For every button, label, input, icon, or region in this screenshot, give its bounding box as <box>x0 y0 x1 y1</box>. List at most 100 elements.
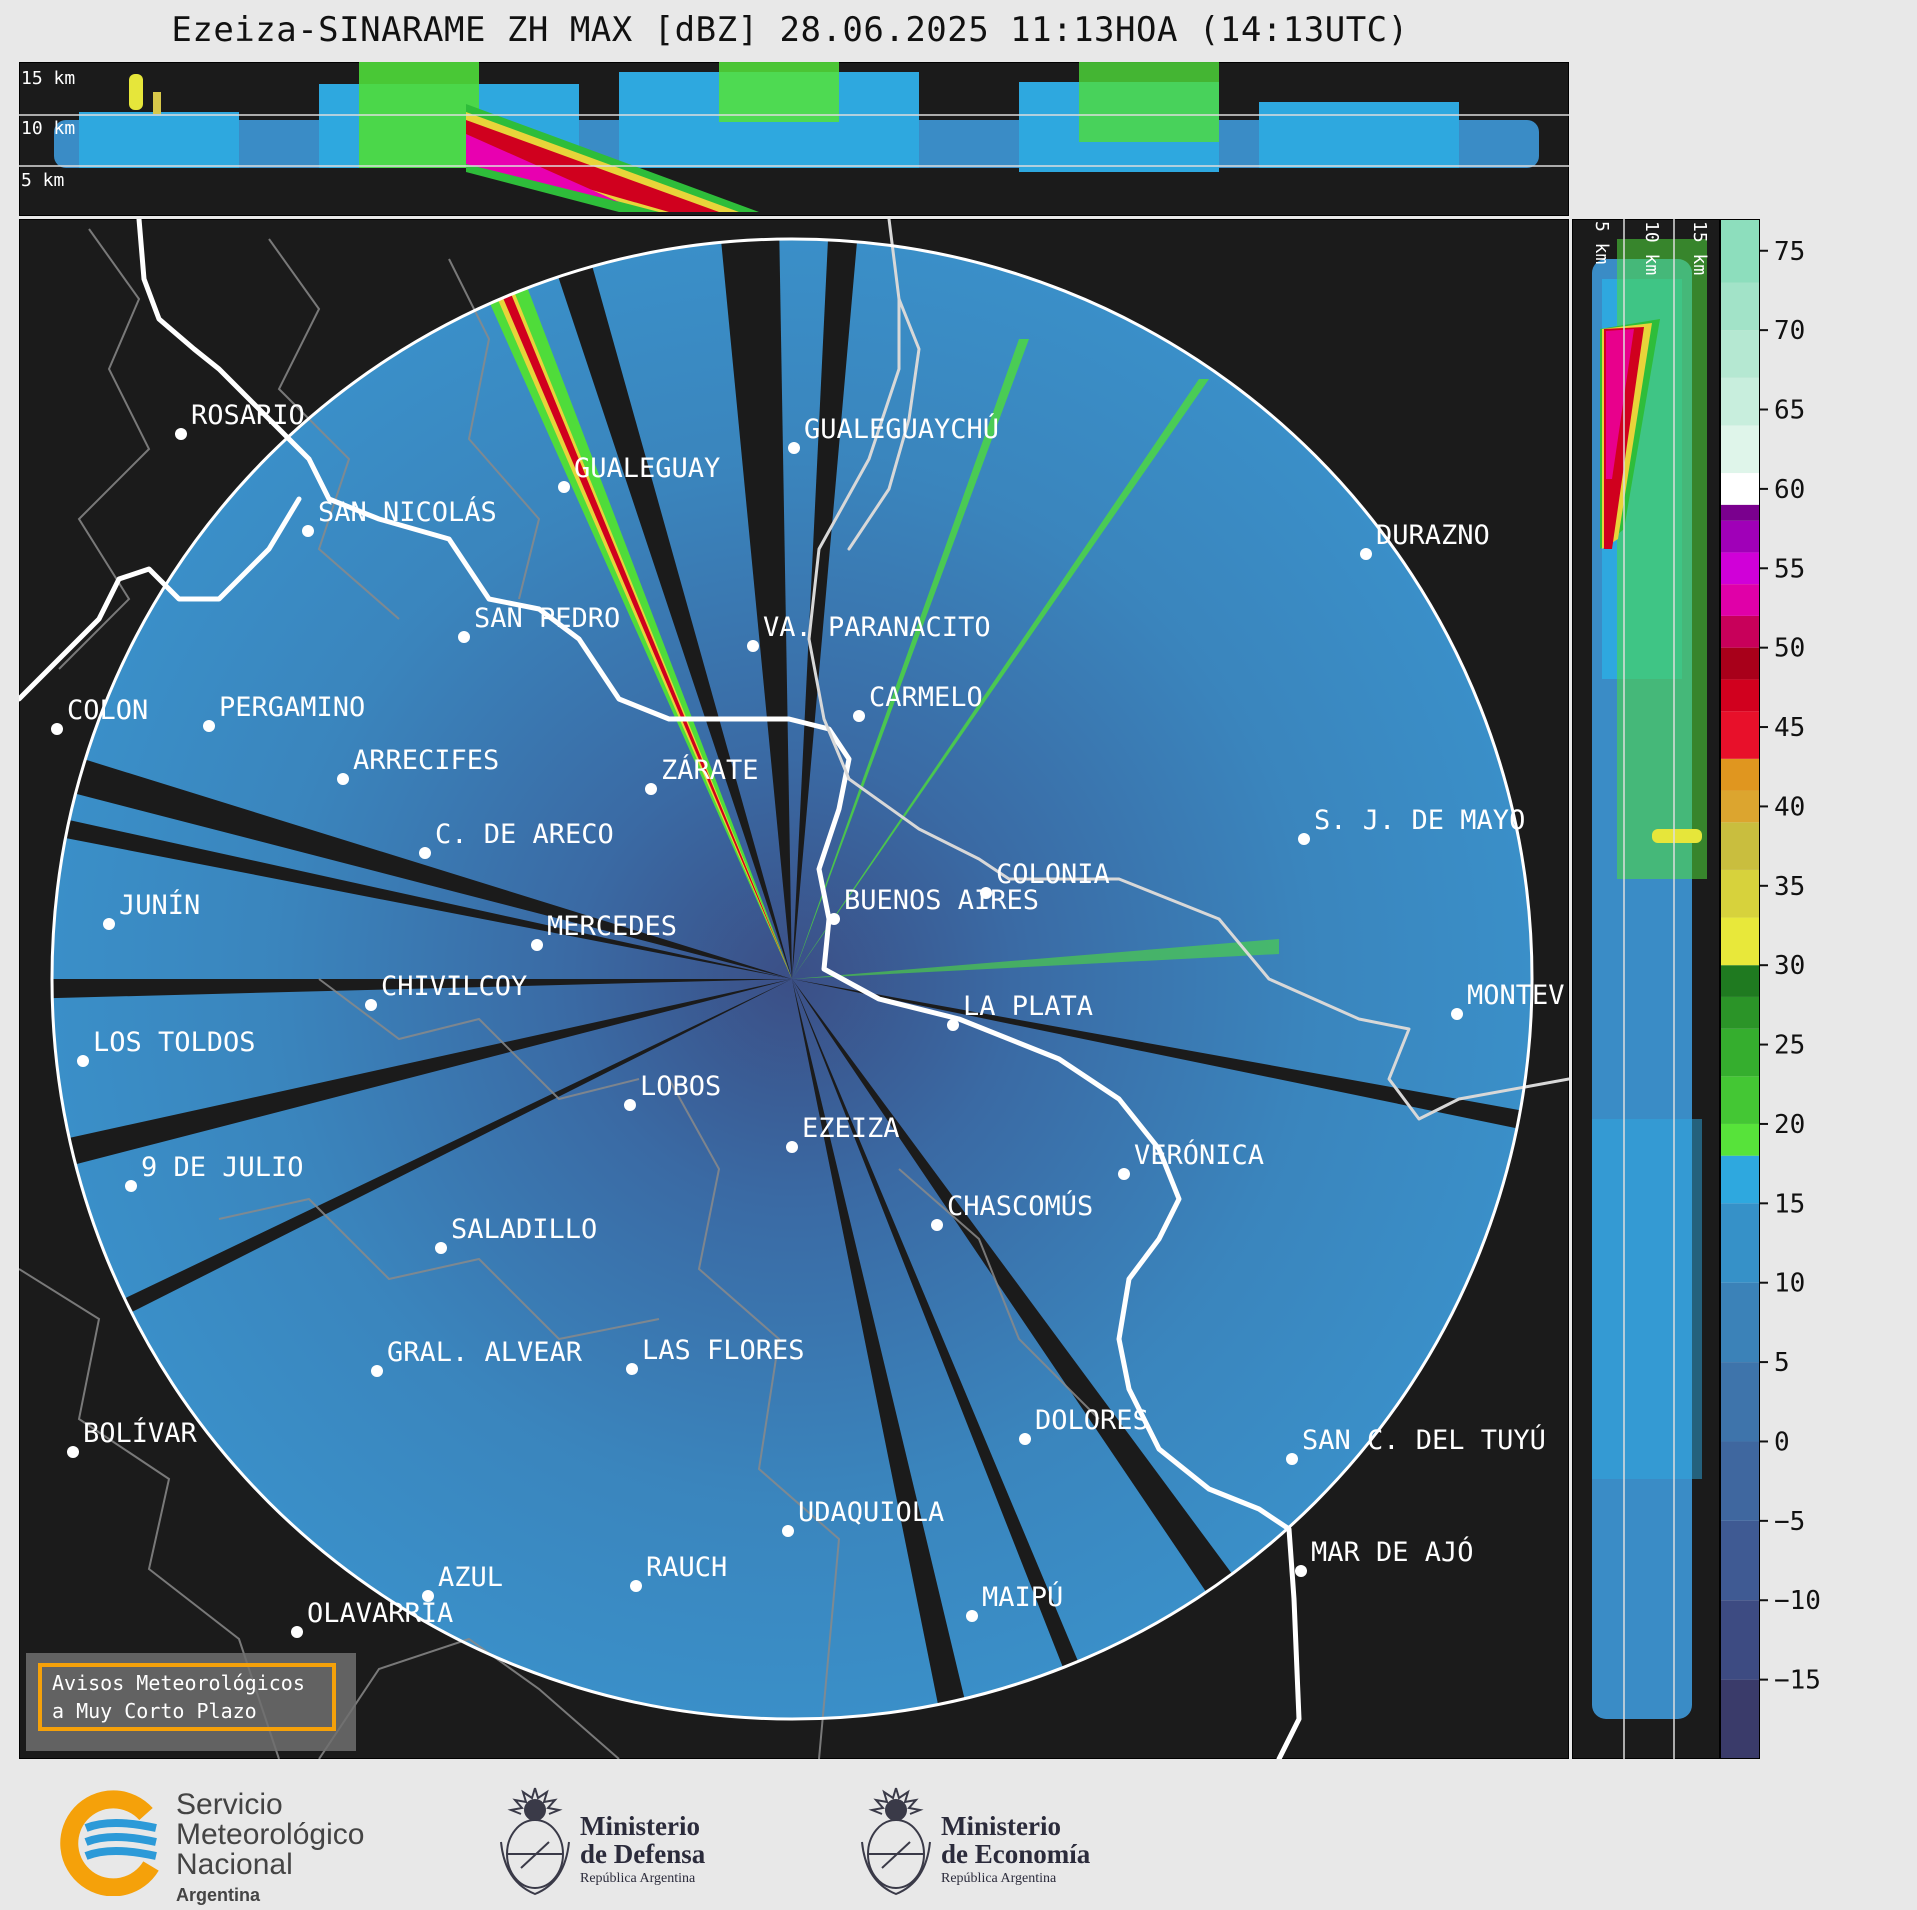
city-label: ARRECIFES <box>353 745 499 776</box>
city-dot <box>786 1141 798 1153</box>
colorbar-tick-label: 20 <box>1774 1110 1805 1140</box>
city-label: LOBOS <box>640 1071 721 1102</box>
colorbar-tick-label: 25 <box>1774 1031 1805 1061</box>
coastline <box>19 219 1569 1759</box>
city-veronica: VERÓNICA <box>1118 1139 1264 1180</box>
city-dot <box>1286 1453 1298 1465</box>
colorbar-tick-label: 45 <box>1774 713 1805 743</box>
city-mercedes: MERCEDES <box>531 911 677 951</box>
city-label: OLAVARRÍA <box>307 1597 453 1629</box>
city-las-flores: LAS FLORES <box>626 1335 805 1375</box>
top-height-label-15: 15 km <box>21 68 75 89</box>
city-dot <box>67 1446 79 1458</box>
city-label: 9 DE JULIO <box>141 1152 304 1183</box>
economia-line-1: Ministerio <box>941 1811 1061 1841</box>
colorbar-swatch <box>1720 473 1760 505</box>
city-markers: ROSARIO GUALEGUAYCHÚ GUALEGUAY SAN NICOLÁS D… <box>51 400 1565 1638</box>
side-echo-band <box>1592 239 1707 1719</box>
city-label: LA PLATA <box>963 991 1093 1022</box>
warning-line-2: a Muy Corto Plazo <box>52 1699 257 1723</box>
city-azul: AZUL <box>422 1562 503 1602</box>
city-mar-de-ajo: MAR DE AJÓ <box>1295 1536 1474 1577</box>
colorbar-swatch <box>1720 504 1760 521</box>
city-label: CHASCOMÚS <box>947 1190 1093 1222</box>
city-9-de-julio: 9 DE JULIO <box>125 1152 304 1192</box>
ministerio-economia-logo: Ministerio de Economía República Argenti… <box>856 1782 1136 1902</box>
city-los-toldos: LOS TOLDOS <box>77 1027 256 1067</box>
city-dot <box>125 1180 137 1192</box>
economia-line-3: República Argentina <box>941 1871 1057 1886</box>
city-label: GUALEGUAYCHÚ <box>804 413 999 445</box>
city-chivilcoy: CHIVILCOY <box>365 971 527 1011</box>
colorbar-swatch <box>1720 425 1760 474</box>
city-dot <box>782 1525 794 1537</box>
city-label: CHIVILCOY <box>381 971 527 1002</box>
city-label: MERCEDES <box>547 911 677 942</box>
colorbar-swatch <box>1720 790 1760 823</box>
smn-line-3: Nacional <box>176 1848 293 1881</box>
colorbar-swatch <box>1720 1076 1760 1124</box>
city-label: COLON <box>67 695 148 726</box>
colorbar-swatch <box>1720 520 1760 553</box>
city-label: RAUCH <box>646 1552 727 1583</box>
city-dot <box>435 1242 447 1254</box>
city-dot <box>365 999 377 1011</box>
city-label: UDAQUIOLA <box>798 1497 944 1528</box>
colorbar-tick-label: 70 <box>1774 316 1805 346</box>
city-dot <box>947 1019 959 1031</box>
radar-map: ROSARIO GUALEGUAYCHÚ GUALEGUAY SAN NICOLÁS D… <box>19 219 1569 1759</box>
city-label: GUALEGUAY <box>574 453 720 484</box>
city-label: VERÓNICA <box>1134 1139 1264 1171</box>
colorbar-tick-label: −10 <box>1774 1586 1821 1616</box>
colorbar-swatch <box>1720 711 1760 759</box>
warning-box-frame[interactable]: Avisos Meteorológicos a Muy Corto Plazo <box>38 1663 336 1731</box>
colorbar-swatch <box>1720 917 1760 966</box>
city-dot <box>966 1610 978 1622</box>
city-dot <box>624 1099 636 1111</box>
city-dot <box>1298 833 1310 845</box>
city-va-paranacito: VA. PARANACITO <box>747 612 991 652</box>
range-ring <box>50 237 1534 1721</box>
city-dolores: DOLORES <box>1019 1405 1149 1445</box>
colorbar-tick-label: 5 <box>1774 1348 1790 1378</box>
city-gral-alvear: GRAL. ALVEAR <box>371 1337 583 1377</box>
city-label: SAN C. DEL TUYÚ <box>1302 1424 1546 1456</box>
colorbar-swatch <box>1720 1679 1760 1759</box>
colorbar-swatch <box>1720 1520 1760 1601</box>
radar-echo-disk <box>52 239 1532 1719</box>
city-lobos: LOBOS <box>624 1071 721 1111</box>
colorbar-swatch <box>1720 647 1760 680</box>
city-label: DURAZNO <box>1376 520 1490 551</box>
city-rauch: RAUCH <box>630 1552 727 1592</box>
side-height-label-10: 10 km <box>1641 221 1662 275</box>
city-ezeiza: EZEIZA <box>786 1113 900 1153</box>
colorbar-tick-label: −15 <box>1774 1666 1821 1696</box>
colorbar-tick-label: 50 <box>1774 634 1805 664</box>
colorbar-swatch <box>1720 219 1760 283</box>
city-label: COLONIA <box>996 859 1110 890</box>
city-dot <box>77 1055 89 1067</box>
city-c-de-areco: C. DE ARECO <box>419 819 614 859</box>
ministerio-defensa-logo: Ministerio de Defensa República Argentin… <box>495 1782 755 1902</box>
colorbar-tick-label: 30 <box>1774 951 1805 981</box>
colorbar-tick-label: 40 <box>1774 792 1805 822</box>
city-rosario: ROSARIO <box>175 400 305 440</box>
warning-box: Avisos Meteorológicos a Muy Corto Plazo <box>26 1653 356 1751</box>
city-junin: JUNÍN <box>103 889 200 930</box>
city-gualeguay: GUALEGUAY <box>558 453 720 493</box>
colorbar-swatch <box>1720 615 1760 648</box>
city-durazno: DURAZNO <box>1360 520 1490 560</box>
colorbar-tick-label: −5 <box>1774 1507 1805 1537</box>
city-arrecifes: ARRECIFES <box>337 745 499 785</box>
smn-line-2: Meteorológico <box>176 1818 365 1851</box>
colorbar-swatch <box>1720 1441 1760 1521</box>
colorbar-swatch <box>1720 1203 1760 1283</box>
smn-line-4: Argentina <box>176 1885 261 1905</box>
city-label: BOLÍVAR <box>83 1417 198 1449</box>
city-maipu: MAIPÚ <box>966 1581 1063 1622</box>
colorbar-swatch <box>1720 1123 1760 1156</box>
colorbar-tick-label: 65 <box>1774 396 1805 426</box>
city-colon: COLON <box>51 695 148 735</box>
city-san-nicolas: SAN NICOLÁS <box>302 496 497 537</box>
